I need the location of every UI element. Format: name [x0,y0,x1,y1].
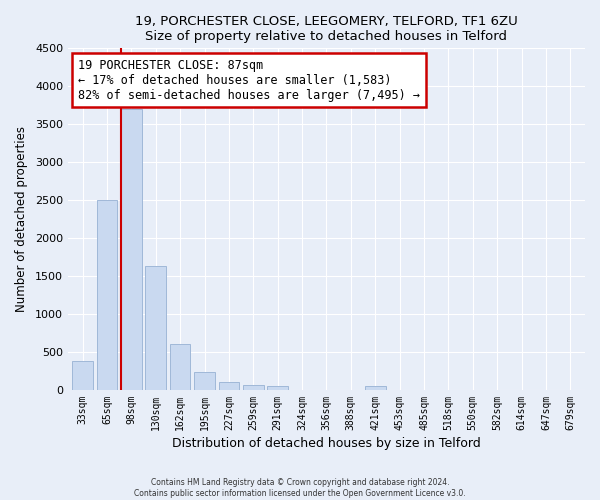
Bar [218,382,239,390]
Bar [170,344,190,390]
Bar [121,109,142,390]
Bar [268,386,288,390]
Bar [97,200,118,390]
Text: 19 PORCHESTER CLOSE: 87sqm
← 17% of detached houses are smaller (1,583)
82% of s: 19 PORCHESTER CLOSE: 87sqm ← 17% of deta… [78,58,420,102]
Title: 19, PORCHESTER CLOSE, LEEGOMERY, TELFORD, TF1 6ZU
Size of property relative to d: 19, PORCHESTER CLOSE, LEEGOMERY, TELFORD… [135,15,518,43]
Bar [72,361,93,390]
Text: Contains HM Land Registry data © Crown copyright and database right 2024.
Contai: Contains HM Land Registry data © Crown c… [134,478,466,498]
Bar [145,266,166,390]
X-axis label: Distribution of detached houses by size in Telford: Distribution of detached houses by size … [172,437,481,450]
Bar [194,372,215,390]
Bar [365,386,386,390]
Y-axis label: Number of detached properties: Number of detached properties [15,126,28,312]
Bar [243,385,263,390]
